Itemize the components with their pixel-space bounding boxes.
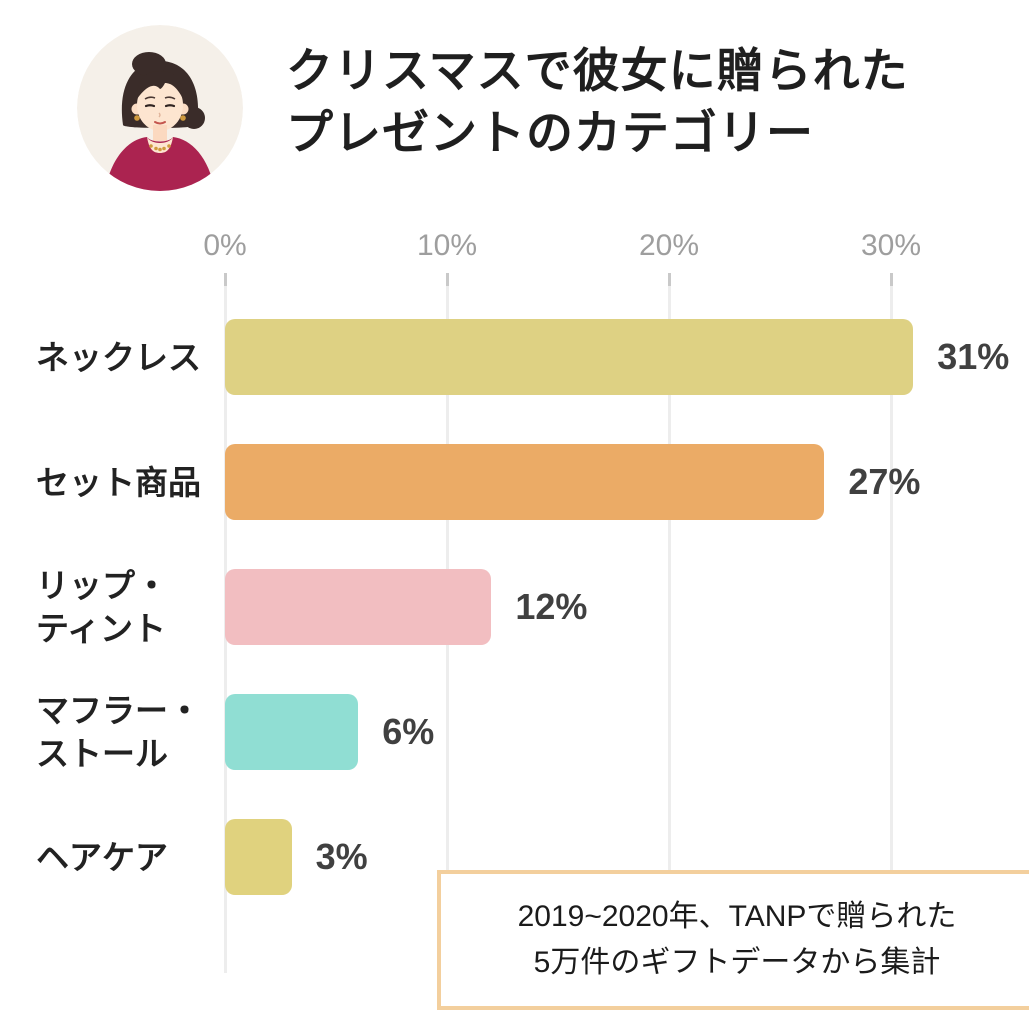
value-label: 31% [937,336,1010,377]
page-title: クリスマスで彼女に贈られた プレゼントのカテゴリー [286,40,909,164]
chart-row: リップ・ティント 12% [0,567,1029,647]
page-title-line2: プレゼントのカテゴリー [286,106,814,159]
chart-row: マフラー・ストール 6% [0,692,1029,772]
page-title-line1: クリスマスで彼女に贈られた [286,44,909,97]
axis-tick-30% [890,273,893,286]
value-label: 12% [515,586,588,627]
category-label: リップ・ ティント [36,567,222,647]
chart-row: セット商品 27% [0,444,1029,520]
axis-tick-label: 30% [860,229,922,262]
gridline-30% [890,273,893,973]
value-label: 27% [848,461,921,502]
category-label-line: ティント [36,610,167,647]
source-note-box: 2019~2020年、TANPで贈られた 5万件のギフトデータから集計 [437,870,1029,1010]
axis-tick-label: 10% [416,229,478,262]
bar [225,819,292,895]
woman-illustration [77,25,243,191]
gridline-20% [668,273,671,973]
category-label: ヘアケア [36,819,222,895]
source-note-line2: 5万件のギフトデータから集計 [533,946,941,979]
bar [225,319,914,395]
category-label-line: リップ・ [36,567,168,604]
bar [225,569,492,645]
axis-tick-0% [224,273,227,286]
axis-tick-20% [668,273,671,286]
chart-row: ネックレス 31% [0,319,1029,395]
axis-tick-label: 20% [638,229,700,262]
category-label-line: マフラー・ [36,692,201,729]
category-label: マフラー・ ストール [36,692,222,772]
chart-row: ヘアケア 3% [0,819,1029,895]
value-label: 3% [315,836,368,877]
axis-tick-label: 0% [203,229,247,262]
category-label-line: ストール [36,735,168,772]
category-label-line: セット商品 [36,463,201,501]
source-note-line1: 2019~2020年、TANPで贈られた [517,900,957,933]
category-label: セット商品 [36,444,222,520]
bar [225,694,359,770]
category-label-line: ネックレス [36,338,201,376]
bar [225,444,825,520]
category-label-line: ヘアケア [36,838,168,876]
category-label: ネックレス [36,319,222,395]
avatar [77,25,243,191]
axis-tick-10% [446,273,449,286]
value-label: 6% [382,711,435,752]
